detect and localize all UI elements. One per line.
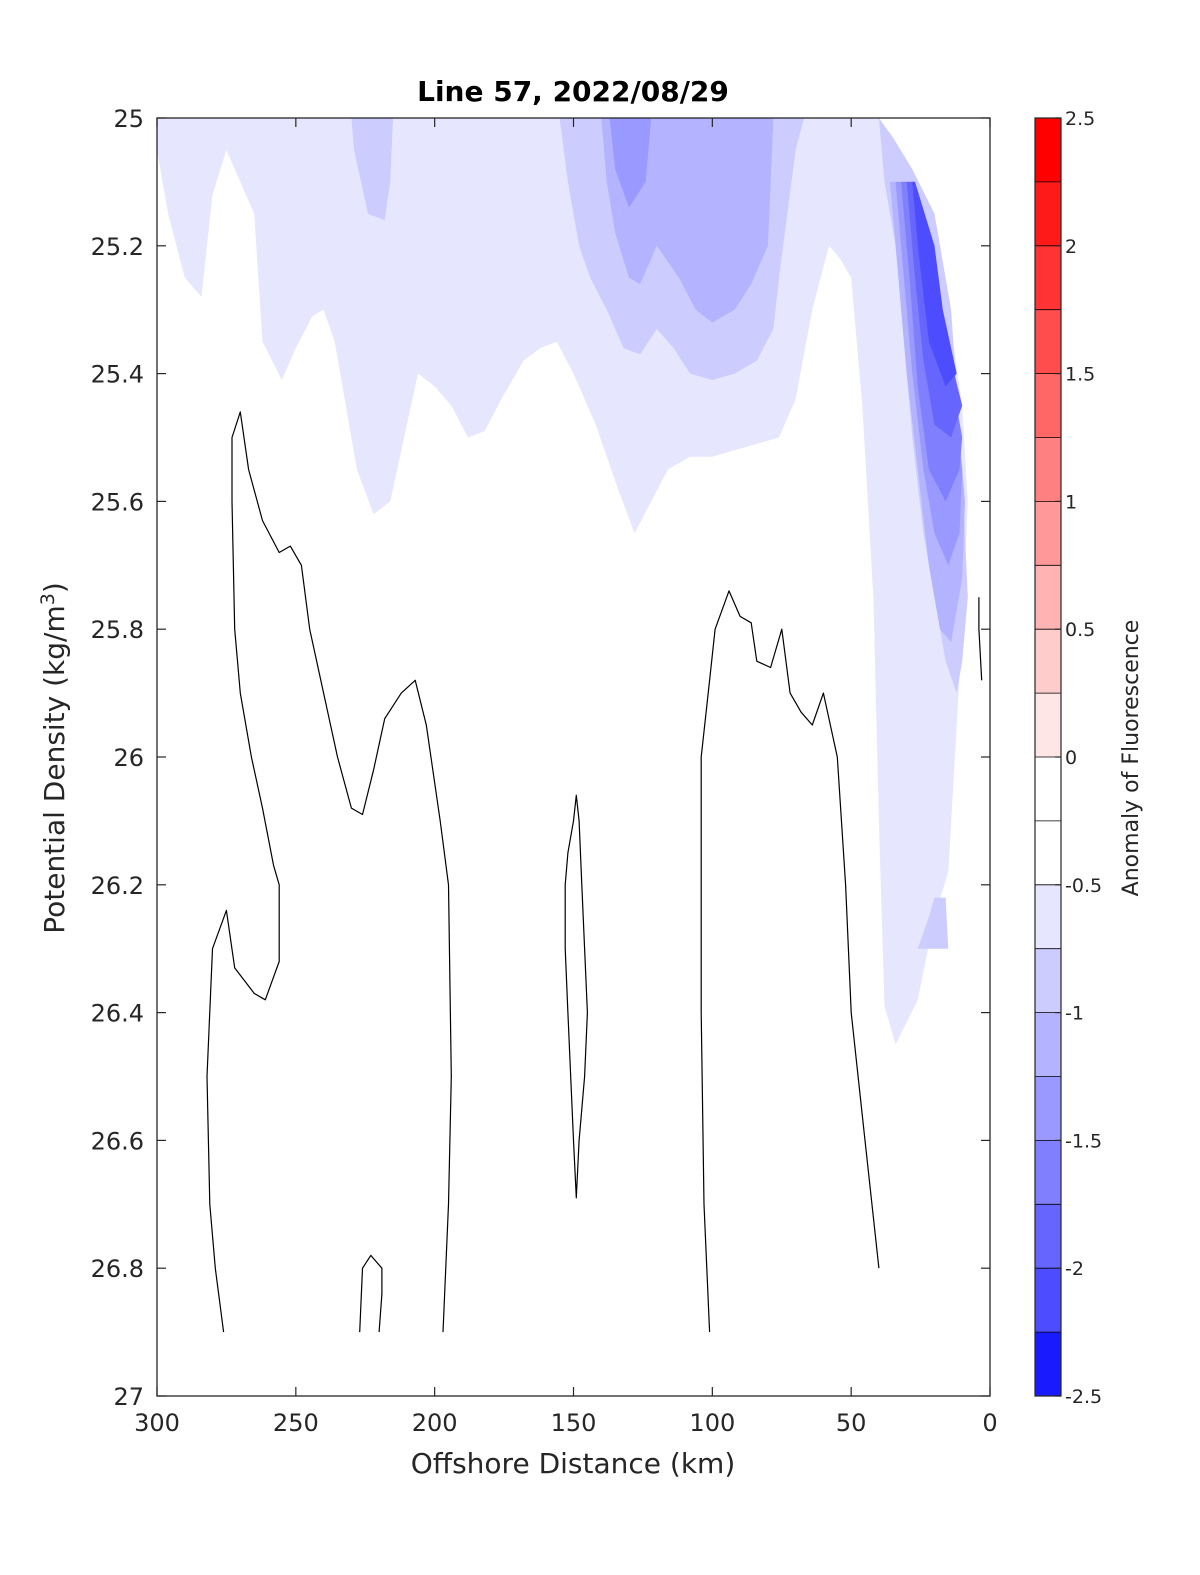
contour-line-zero — [359, 1254, 383, 1333]
colorbar-band — [1035, 693, 1061, 757]
y-tick-label: 25.2 — [91, 233, 144, 261]
y-tick-label: 27 — [113, 1383, 144, 1411]
y-tick-label: 25 — [113, 105, 144, 133]
colorbar-band — [1035, 1332, 1061, 1396]
colorbar-tick-label: -1.5 — [1065, 1130, 1102, 1152]
chart-title: Line 57, 2022/08/29 — [417, 75, 729, 108]
colorbar-band — [1035, 884, 1061, 949]
contour-line-zero — [564, 794, 588, 1199]
axes: 300 250 200 150 100 50 0 25 25.2 25.4 25.6 25.8 26 26… — [91, 105, 998, 1437]
contour-fill-region — [157, 118, 968, 1045]
colorbar-band — [1035, 1204, 1061, 1269]
y-axis-title-superscript: 3 — [37, 593, 59, 605]
colorbar-band — [1035, 820, 1061, 885]
y-tick-label: 26.6 — [91, 1127, 144, 1155]
colorbar-title: Anomaly of Fluorescence — [1119, 620, 1144, 897]
colorbar-band — [1035, 181, 1061, 246]
colorbar-band — [1035, 565, 1061, 630]
colorbar-tick-label: 1.5 — [1065, 364, 1095, 386]
y-tick-label: 26.2 — [91, 872, 144, 900]
colorbar-band — [1035, 629, 1061, 694]
x-tick-label: 250 — [273, 1409, 319, 1437]
y-axis-title-close: ) — [38, 582, 71, 593]
colorbar-band — [1035, 1012, 1061, 1077]
contour-lines — [206, 411, 983, 1333]
y-axis-title-main: Potential Density (kg/m — [38, 605, 71, 934]
colorbar-tick-label: 2 — [1065, 236, 1077, 258]
x-tick-label: 150 — [551, 1409, 597, 1437]
y-tick-label: 25.8 — [91, 616, 144, 644]
contour-line-zero — [206, 411, 452, 1333]
x-tick-label: 0 — [982, 1409, 997, 1437]
colorbar-tick-label: -2 — [1065, 1258, 1084, 1280]
contour-fill-region — [609, 118, 652, 208]
colorbar-band — [1035, 245, 1061, 310]
colorbar-tick-label: 0.5 — [1065, 619, 1095, 641]
colorbar: 2.5 2 1.5 1 0.5 0 -0.5 -1 -1.5 -2 -2.5 — [1034, 108, 1102, 1408]
x-axis-title: Offshore Distance (km) — [411, 1447, 736, 1480]
colorbar-band — [1035, 118, 1061, 182]
x-tick-label: 100 — [689, 1409, 735, 1437]
x-tick-label: 50 — [836, 1409, 867, 1437]
colorbar-band — [1035, 501, 1061, 566]
colorbar-band — [1035, 309, 1061, 374]
filled-contours — [157, 118, 968, 1045]
y-tick-label: 26 — [113, 744, 144, 772]
colorbar-band — [1035, 1268, 1061, 1333]
contour-fill-region — [912, 181, 957, 387]
contour-fill-region — [351, 118, 393, 221]
colorbar-band — [1035, 948, 1061, 1013]
plot-area — [157, 118, 990, 1396]
y-tick-label: 25.6 — [91, 488, 144, 516]
colorbar-band — [1035, 437, 1061, 502]
y-tick-label: 26.4 — [91, 1000, 144, 1028]
colorbar-band — [1035, 757, 1061, 821]
colorbar-band — [1035, 1140, 1061, 1205]
colorbar-band — [1035, 373, 1061, 438]
colorbar-tick-label: 0 — [1065, 747, 1077, 769]
colorbar-tick-label: -0.5 — [1065, 875, 1102, 897]
colorbar-tick-label: 2.5 — [1065, 108, 1095, 130]
colorbar-band — [1035, 1076, 1061, 1141]
contour-line-zero — [700, 590, 880, 1333]
y-tick-label: 25.4 — [91, 361, 144, 389]
colorbar-tick-label: -2.5 — [1065, 1386, 1102, 1408]
contour-fill-region — [917, 897, 949, 949]
contour-line-zero — [978, 597, 983, 681]
x-tick-label: 300 — [134, 1409, 180, 1437]
x-tick-label: 200 — [412, 1409, 458, 1437]
colorbar-tick-label: 1 — [1065, 491, 1077, 513]
y-tick-label: 26.8 — [91, 1255, 144, 1283]
colorbar-tick-label: -1 — [1065, 1003, 1084, 1025]
y-axis-title: Potential Density (kg/m3) — [37, 582, 71, 934]
